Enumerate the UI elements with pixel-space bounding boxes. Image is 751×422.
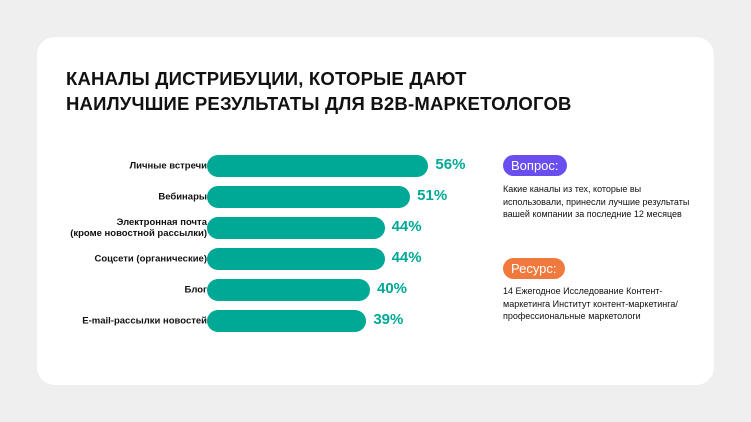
category-label: Вебинары [158, 191, 207, 203]
card [37, 37, 714, 385]
chart-title: КАНАЛЫ ДИСТРИБУЦИИ, КОТОРЫЕ ДАЮТ НАИЛУЧШ… [66, 68, 572, 114]
bar [207, 155, 429, 177]
bar [207, 217, 385, 239]
value-label: 39% [373, 311, 404, 328]
source-badge: Ресурс: [503, 258, 565, 279]
bar-row: E-mail-рассылки новостей 39% [0, 310, 751, 332]
category-label: Личные встречи [129, 160, 207, 172]
value-label: 40% [377, 280, 408, 297]
value-label: 44% [391, 249, 422, 266]
category-label: Электронная почта (кроме новостной рассыл… [70, 217, 207, 239]
bar-row: Электронная почта (кроме новостной рассыл… [0, 217, 751, 239]
bar [207, 310, 367, 332]
bar-row: Блог 40% [0, 279, 751, 301]
bar-row: Личные встречи 56% [0, 155, 751, 177]
bar-row: Вебинары 51% [0, 186, 751, 208]
value-label: 44% [391, 218, 422, 235]
question-text: Какие каналы из тех, которые вы использо… [503, 184, 690, 219]
value-label: 56% [435, 156, 466, 173]
category-label: Соцсети (органические) [94, 253, 207, 265]
bar [207, 279, 370, 301]
category-label: Блог [184, 284, 208, 296]
bar [207, 186, 411, 208]
category-label: E-mail-рассылки новостей [82, 315, 207, 327]
bar-row: Соцсети (органические) 44% [0, 248, 751, 270]
source-text: 14 Ежегодное Исследование Контент-маркет… [503, 286, 678, 321]
value-label: 51% [417, 187, 448, 204]
bar [207, 248, 385, 270]
question-badge: Вопрос: [503, 155, 567, 176]
